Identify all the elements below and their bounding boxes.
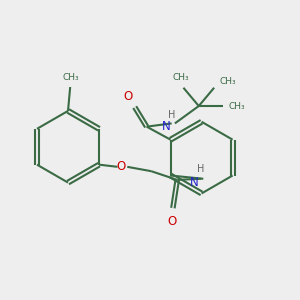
Text: O: O bbox=[116, 160, 125, 173]
Text: CH₃: CH₃ bbox=[228, 101, 245, 110]
Text: O: O bbox=[167, 214, 176, 228]
Text: CH₃: CH₃ bbox=[220, 76, 236, 85]
Text: O: O bbox=[124, 90, 133, 103]
Text: H: H bbox=[197, 164, 205, 174]
Text: N: N bbox=[162, 120, 171, 133]
Text: N: N bbox=[190, 176, 199, 188]
Text: CH₃: CH₃ bbox=[63, 73, 80, 82]
Text: H: H bbox=[168, 110, 175, 120]
Text: CH₃: CH₃ bbox=[173, 73, 190, 82]
